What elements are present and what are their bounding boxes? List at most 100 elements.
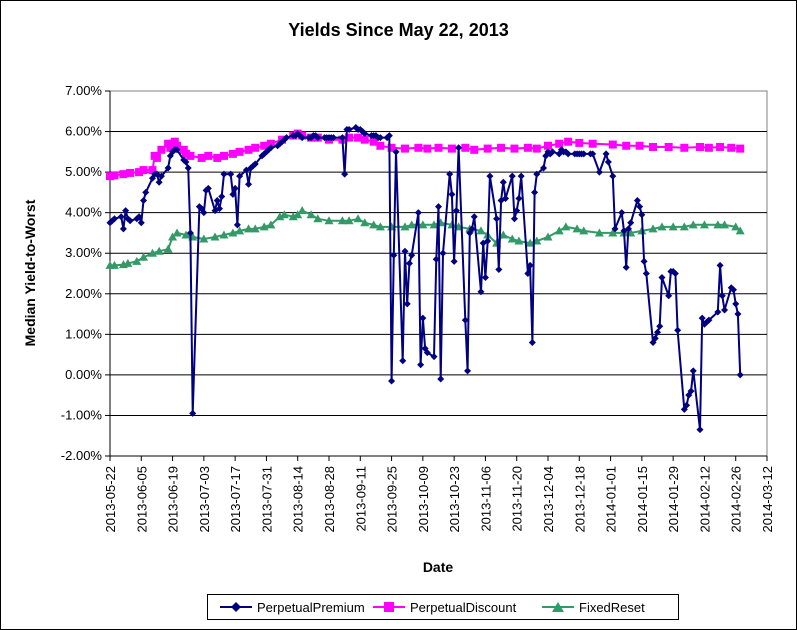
data-point [665,292,673,300]
x-tick-label: 2014-01-15 [635,466,650,533]
data-point [122,207,130,215]
data-point [182,158,190,166]
x-tick-label: 2013-10-09 [416,466,431,533]
data-point [210,232,220,241]
data-point [687,387,695,395]
y-tick-label: 1.00% [65,326,102,341]
legend-label-perpetual-premium: PerpetualPremium [257,599,365,615]
data-point [341,170,349,178]
data-point [135,168,144,177]
data-point [688,220,698,229]
y-tick-label: -1.00% [61,407,103,422]
data-point [561,222,571,231]
legend-swatch-fixed-reset [542,602,574,612]
data-point [123,258,133,267]
data-point [228,228,238,237]
data-point [734,310,742,318]
x-tick-label: 2013-08-14 [291,466,306,533]
data-point [235,226,245,235]
series-layer [105,124,745,434]
data-point [735,226,745,235]
y-tick-label: 6.00% [65,124,102,139]
data-point [594,228,604,237]
data-point [642,270,650,277]
data-point [679,222,689,231]
x-tick-label: 2013-09-25 [385,466,400,533]
data-point [110,171,119,180]
data-point [564,150,572,158]
legend-label-fixed-reset: FixedReset [579,599,645,615]
data-point [664,142,673,151]
data-point [648,224,658,233]
data-point [369,220,379,229]
data-point [528,338,536,346]
data-point [345,126,353,134]
data-point [705,316,713,324]
data-point [674,326,682,334]
data-point [515,194,523,202]
data-point [689,367,697,375]
data-point [251,143,260,152]
data-point [432,255,440,263]
data-point [400,222,410,231]
data-point [126,168,135,177]
data-point [213,197,221,204]
data-point [727,143,736,152]
data-point [139,252,149,261]
data-point [476,226,486,235]
y-axis-title: Median Yield-to-Worst [22,199,38,346]
data-point [604,158,612,166]
data-point [649,142,658,151]
data-point [337,216,347,225]
data-point [447,144,456,153]
data-point [110,215,118,223]
data-point [423,349,431,357]
data-point [618,209,626,217]
data-point [403,300,411,308]
data-point [481,274,489,282]
data-point [204,151,213,160]
data-point [622,141,631,150]
x-axis-title: Date [423,559,454,575]
data-point [622,263,630,271]
data-point [524,270,532,277]
data-point [696,426,704,434]
data-point [345,133,354,142]
data-point [572,224,582,233]
data-point [731,222,741,231]
data-point [498,230,508,239]
data-point [152,153,161,162]
data-point [657,222,667,231]
data-point [439,249,447,257]
data-point [324,216,334,225]
y-tick-label: 0.00% [65,367,102,382]
data-point [633,197,641,204]
x-tick-label: 2013-05-22 [103,466,118,533]
data-point [704,143,713,152]
data-point [132,256,142,265]
data-point [204,184,212,192]
data-point [219,230,229,239]
data-point [695,142,704,151]
data-point [517,172,525,180]
data-point [514,236,524,245]
data-point [405,259,413,267]
data-point [580,150,588,158]
data-point [499,178,507,186]
data-point [163,244,173,253]
data-point [589,150,597,158]
data-point [259,222,269,231]
data-point [588,139,597,148]
data-point [510,144,519,153]
data-point [408,251,416,259]
data-point [434,143,443,152]
data-point [437,375,445,383]
data-point [200,209,208,217]
data-point [401,247,409,255]
data-point [385,132,393,140]
data-point [179,145,188,154]
data-point [624,225,632,233]
legend-label-perpetual-discount: PerpetualDiscount [410,599,517,615]
data-point [448,190,456,198]
data-point [495,265,503,273]
